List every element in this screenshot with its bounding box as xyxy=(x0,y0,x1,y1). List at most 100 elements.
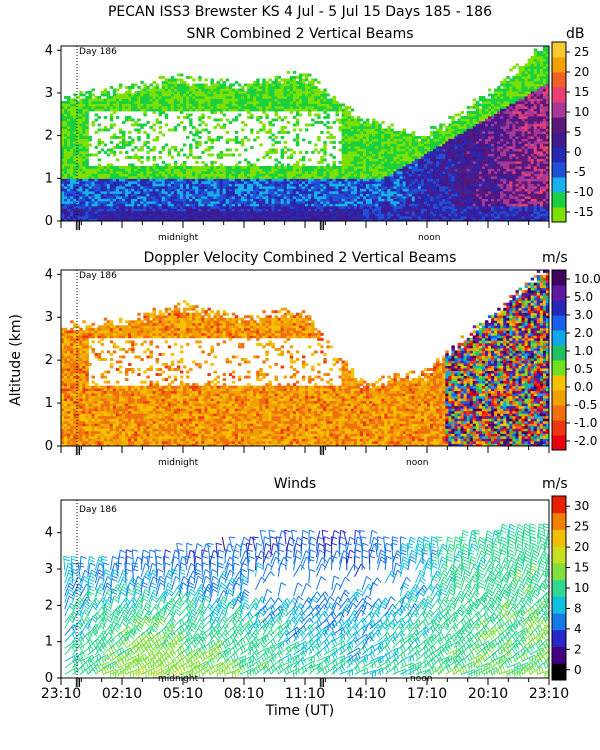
snr-cell xyxy=(79,213,83,217)
snr-cell xyxy=(88,166,92,169)
snr-cell xyxy=(289,111,294,114)
snr-cell xyxy=(103,98,108,102)
snr-cell xyxy=(88,168,92,172)
snr-cell xyxy=(381,148,385,152)
snr-cell xyxy=(100,188,105,192)
snr-cell xyxy=(347,203,352,207)
snr-cell xyxy=(201,128,205,132)
snr-cell xyxy=(115,101,120,104)
snr-cell xyxy=(268,171,272,174)
snr-cell xyxy=(311,198,315,202)
snr-cell xyxy=(268,168,272,172)
snr-cell xyxy=(427,218,431,221)
snr-cell xyxy=(115,213,120,217)
snr-cell xyxy=(195,98,199,102)
snr-cell xyxy=(91,173,95,177)
snr-cell xyxy=(436,131,440,134)
snr-cell xyxy=(271,206,275,209)
snr-cell xyxy=(134,206,138,209)
snr-cell xyxy=(274,166,278,169)
snr-cell xyxy=(347,106,352,109)
snr-cell xyxy=(64,118,68,122)
snr-cell xyxy=(332,186,336,189)
snr-cell xyxy=(295,88,300,92)
snr-cell xyxy=(85,161,89,164)
snr-cell xyxy=(131,186,135,189)
snr-cell xyxy=(375,148,379,152)
snr-cell xyxy=(286,81,291,84)
snr-cell xyxy=(259,193,263,197)
snr-cell xyxy=(436,156,440,159)
snr-cell xyxy=(378,163,382,167)
snr-cell xyxy=(131,156,135,159)
snr-cell xyxy=(417,203,422,207)
snr-cell xyxy=(445,193,449,197)
snr-cell xyxy=(366,183,370,187)
snr-cell xyxy=(375,213,379,217)
snr-cell xyxy=(362,156,367,159)
snr-cell xyxy=(308,213,312,217)
snr-cell xyxy=(332,121,336,124)
snr-cell xyxy=(88,178,92,182)
snr-cell xyxy=(91,103,95,107)
snr-cell xyxy=(442,151,446,154)
snr-cell xyxy=(170,88,175,92)
snr-cell xyxy=(250,203,254,207)
snr-cell xyxy=(112,201,117,204)
snr-cell xyxy=(198,76,202,79)
snr-cell xyxy=(131,83,135,87)
snr-cell xyxy=(393,148,397,152)
snr-cell xyxy=(430,133,434,137)
snr-cell xyxy=(198,83,202,87)
snr-cell xyxy=(390,193,394,197)
snr-cell xyxy=(161,176,166,179)
snr-cell xyxy=(436,188,440,192)
snr-cell xyxy=(442,178,446,182)
snr-cell xyxy=(164,176,169,179)
snr-cell xyxy=(329,176,333,179)
snr-cell xyxy=(204,101,208,104)
snr-cell xyxy=(305,128,309,132)
snr-cell xyxy=(308,158,312,162)
snr-cell xyxy=(295,176,300,179)
snr-cell xyxy=(149,191,153,194)
snr-cell xyxy=(283,171,288,174)
snr-cell xyxy=(384,211,388,214)
snr-cell xyxy=(286,183,291,187)
snr-cell xyxy=(259,83,263,87)
snr-cell xyxy=(262,126,266,129)
snr-cell xyxy=(164,171,169,174)
snr-cell xyxy=(250,86,254,89)
snr-cell xyxy=(149,198,153,202)
snr-cell xyxy=(140,103,144,107)
snr-cell xyxy=(405,171,410,174)
snr-cell xyxy=(390,136,394,139)
snr-cell xyxy=(152,176,156,179)
snr-cell xyxy=(427,171,431,174)
snr-cell xyxy=(387,176,391,179)
snr-cell xyxy=(436,198,440,202)
snr-cell xyxy=(195,143,199,147)
snr-cell xyxy=(70,166,74,169)
snr-cell xyxy=(201,211,205,214)
snr-cell xyxy=(433,198,437,202)
snr-cell xyxy=(353,213,358,217)
snr-cell xyxy=(295,111,300,114)
snr-cell xyxy=(369,198,373,202)
snr-cell xyxy=(228,153,233,157)
snr-cell xyxy=(347,198,352,202)
snr-cell xyxy=(341,191,346,194)
snr-cell xyxy=(372,158,376,162)
snr-cell xyxy=(265,191,269,194)
snr-cell xyxy=(396,198,400,202)
snr-cell xyxy=(97,198,102,202)
snr-cell xyxy=(402,148,407,152)
snr-cell xyxy=(186,156,190,159)
snr-cell xyxy=(381,203,385,207)
snr-cell xyxy=(219,198,224,202)
snr-cell xyxy=(305,211,309,214)
snr-cell xyxy=(158,156,163,159)
snr-cell xyxy=(280,98,285,102)
snr-cell xyxy=(189,123,193,127)
snr-cell xyxy=(262,186,266,189)
